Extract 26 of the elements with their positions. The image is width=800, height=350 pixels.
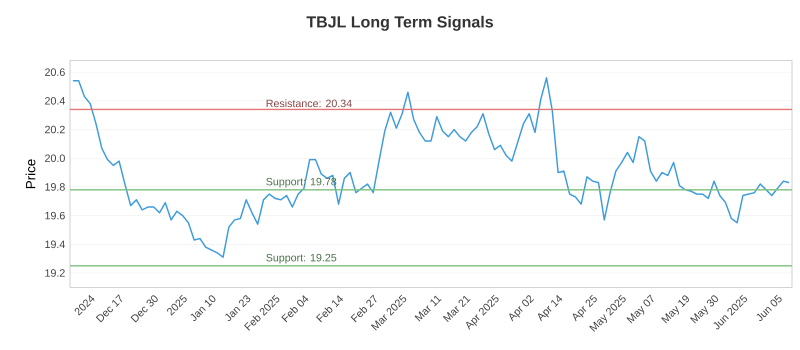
x-tick-label: Feb 04 [281,295,308,322]
ref-line-label: Resistance: 20.34 [266,99,352,108]
y-tick-label: 19.4 [45,240,65,248]
x-tick-label: Jan 10 [190,295,216,322]
x-tick-label: May 19 [661,295,689,324]
chart-title: TBJL Long Term Signals [306,16,493,31]
y-tick-label: 20.2 [45,126,65,134]
ref-line-label: Support: 19.25 [266,254,336,264]
y-tick-label: 19.2 [45,269,65,277]
x-tick-label: Jun 05 [756,294,782,322]
y-axis-title: Price [26,159,36,188]
y-tick-label: 20.6 [45,68,65,76]
x-tick-label: Feb 14 [316,295,344,322]
x-tick-label: Dec 30 [130,295,158,323]
x-tick-label: May 07 [626,294,654,324]
x-tick-label: Apr 14 [538,294,562,322]
x-tick-label: Jan 23 [225,295,250,322]
x-tick-label: Mar 21 [442,296,471,322]
y-tick-label: 20.4 [45,97,65,105]
y-tick-label: 19.8 [45,183,65,191]
x-tick-label: Apr 02 [509,295,534,322]
x-tick-label: Dec 17 [96,294,122,322]
x-tick-label: Mar 11 [414,296,442,322]
x-tick-label: Apr 25 [572,294,597,322]
y-tick-label: 20.0 [45,154,65,162]
y-tick-label: 19.6 [45,212,65,220]
